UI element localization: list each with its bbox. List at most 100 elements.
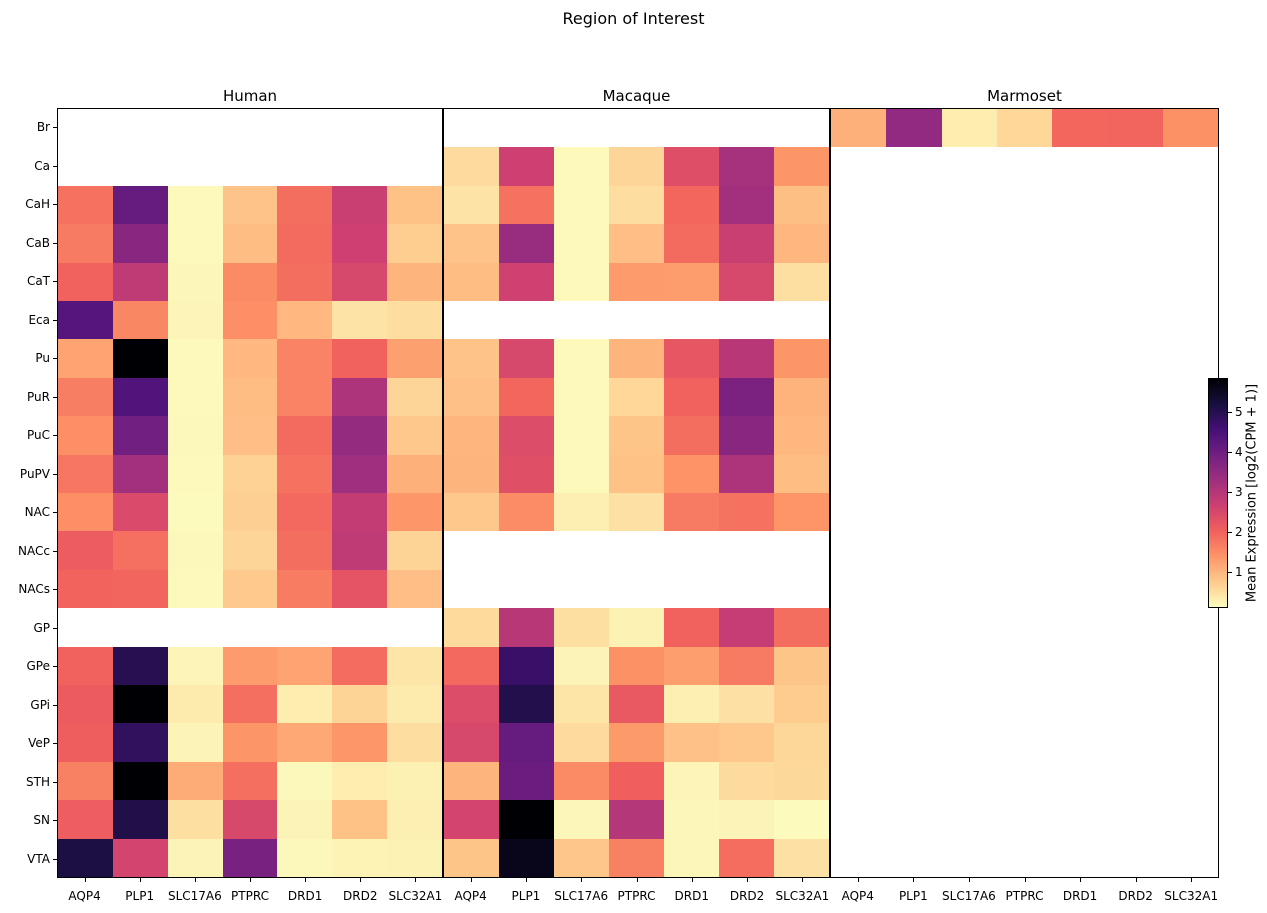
- heatmap-cell: [1162, 339, 1218, 378]
- heatmap-cell: [609, 685, 664, 724]
- heatmap-cell: [774, 569, 829, 609]
- colorbar-tick-label: 2: [1235, 525, 1243, 539]
- heatmap-cell: [499, 147, 554, 186]
- heatmap-cell: [554, 723, 609, 762]
- heatmap-cell: [387, 646, 442, 685]
- heatmap-cell: [664, 185, 719, 225]
- heatmap-cell: [554, 224, 609, 263]
- heatmap-cell: [664, 723, 719, 762]
- heatmap-cell: [609, 569, 664, 609]
- heatmap-cell: [167, 377, 223, 417]
- heatmap-cell: [332, 531, 388, 570]
- heatmap-cell: [1107, 569, 1163, 609]
- heatmap-cell: [664, 531, 719, 570]
- heatmap-cell: [167, 224, 223, 263]
- x-tick-mark: [913, 878, 914, 882]
- heatmap-cell: [332, 377, 388, 417]
- x-tick-label: DRD2: [729, 889, 765, 903]
- heatmap-cell: [1107, 800, 1163, 839]
- x-tick-label: SLC17A6: [554, 889, 609, 903]
- heatmap-cell: [886, 224, 942, 263]
- heatmap-cell: [941, 685, 997, 724]
- panel-title-marmoset: Marmoset: [987, 87, 1062, 105]
- heatmap-cell: [112, 608, 168, 647]
- heatmap-cell: [609, 608, 664, 647]
- heatmap-cell: [222, 147, 278, 186]
- heatmap-cell: [554, 377, 609, 417]
- heatmap-cell: [499, 224, 554, 263]
- heatmap-cell: [222, 301, 278, 340]
- heatmap-cell: [387, 493, 442, 532]
- heatmap-cell: [1052, 109, 1108, 148]
- y-tick-label: Ca: [34, 158, 50, 173]
- heatmap-cell: [167, 838, 223, 877]
- heatmap-cell: [112, 301, 168, 340]
- x-tick-mark: [747, 878, 748, 882]
- heatmap-cell: [112, 416, 168, 455]
- heatmap-cell: [112, 493, 168, 532]
- heatmap-cell: [664, 646, 719, 685]
- heatmap-cell: [277, 646, 333, 685]
- heatmap-cell: [499, 185, 554, 225]
- heatmap-cell: [444, 493, 499, 532]
- x-tick-label: SLC17A6: [942, 889, 996, 903]
- heatmap-cell: [444, 454, 499, 493]
- y-tick-label: PuC: [26, 428, 50, 443]
- y-tick-label: CaT: [26, 274, 50, 289]
- heatmap-cell: [58, 339, 113, 378]
- heatmap-cell: [664, 761, 719, 801]
- heatmap-cell: [719, 646, 774, 685]
- y-tick-mark: [53, 320, 57, 321]
- heatmap-cell: [222, 723, 278, 762]
- heatmap-cell: [941, 416, 997, 455]
- x-tick-mark: [802, 878, 803, 882]
- heatmap-cell: [167, 339, 223, 378]
- heatmap-cell: [499, 454, 554, 493]
- heatmap-cell: [554, 531, 609, 570]
- x-tick-label: AQP4: [454, 889, 487, 903]
- heatmap-cell: [831, 646, 887, 685]
- heatmap-cell: [719, 569, 774, 609]
- heatmap-cell: [222, 224, 278, 263]
- heatmap-cell: [1107, 147, 1163, 186]
- heatmap-cell: [609, 454, 664, 493]
- heatmap-cell: [554, 838, 609, 877]
- heatmap-cell: [664, 454, 719, 493]
- heatmap-cell: [609, 531, 664, 570]
- heatmap-cell: [277, 339, 333, 378]
- chart-title: Region of Interest: [562, 9, 705, 28]
- heatmap-cell: [58, 262, 113, 301]
- heatmap-cell: [444, 224, 499, 263]
- heatmap-cell: [332, 109, 388, 148]
- heatmap-cell: [58, 531, 113, 570]
- heatmap-cell: [387, 531, 442, 570]
- heatmap-cell: [664, 262, 719, 301]
- heatmap-cell: [332, 301, 388, 340]
- x-tick-label: SLC32A1: [388, 889, 443, 903]
- heatmap-cell: [1107, 339, 1163, 378]
- heatmap-cell: [58, 646, 113, 685]
- heatmap-cell: [886, 838, 942, 877]
- heatmap-cell: [941, 646, 997, 685]
- heatmap-cell: [277, 800, 333, 839]
- heatmap-cell: [1052, 800, 1108, 839]
- heatmap-cell: [1107, 301, 1163, 340]
- heatmap-cell: [1052, 723, 1108, 762]
- y-tick-label: GPe: [26, 659, 51, 674]
- heatmap-cell: [831, 185, 887, 225]
- heatmap-cell: [774, 109, 829, 148]
- heatmap-cell: [831, 685, 887, 724]
- x-tick-label: DRD2: [343, 889, 378, 903]
- heatmap-cell: [444, 723, 499, 762]
- heatmap-cell: [444, 838, 499, 877]
- heatmap-cell: [222, 339, 278, 378]
- x-tick-label: PTPRC: [1005, 889, 1044, 903]
- panel-title-human: Human: [222, 87, 278, 105]
- heatmap-cell: [277, 608, 333, 647]
- heatmap-cell: [1052, 569, 1108, 609]
- heatmap-cell: [1162, 608, 1218, 647]
- heatmap-cell: [444, 262, 499, 301]
- heatmap-cell: [58, 800, 113, 839]
- x-tick-mark: [969, 878, 970, 882]
